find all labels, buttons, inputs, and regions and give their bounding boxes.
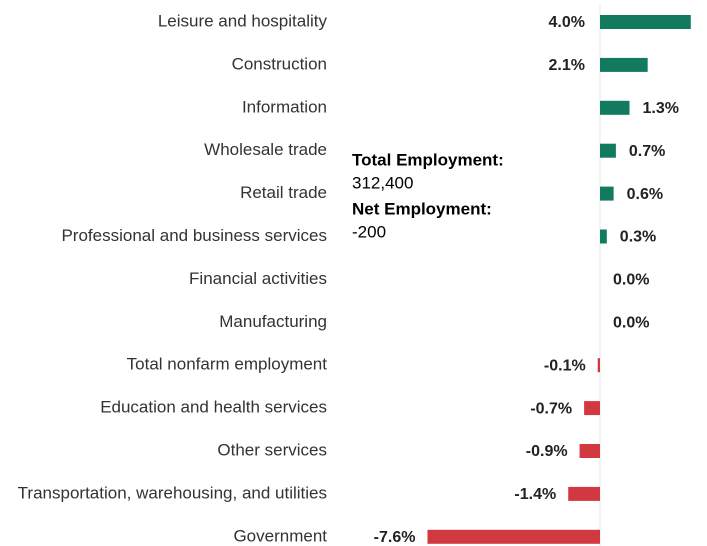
bar — [600, 186, 614, 201]
category-label: Transportation, warehousing, and utiliti… — [18, 483, 327, 502]
annotation-label: Total Employment: — [352, 150, 504, 169]
value-label: -7.6% — [374, 529, 416, 546]
category-label: Leisure and hospitality — [158, 11, 328, 30]
bar — [600, 100, 630, 115]
category-label: Wholesale trade — [204, 140, 327, 159]
bar — [600, 57, 648, 72]
category-label: Retail trade — [240, 183, 327, 202]
category-label: Construction — [232, 54, 327, 73]
bar — [600, 15, 691, 29]
category-label: Total nonfarm employment — [127, 355, 328, 374]
value-label: -0.7% — [530, 400, 572, 417]
category-label: Other services — [217, 440, 327, 459]
value-label: -1.4% — [514, 486, 556, 503]
bar — [427, 529, 600, 544]
category-label: Manufacturing — [219, 312, 327, 331]
value-label: -0.1% — [544, 357, 586, 374]
category-label: Government — [233, 526, 327, 545]
bar — [600, 229, 607, 244]
value-label: -0.9% — [526, 443, 568, 460]
annotation-label: Net Employment: — [352, 199, 492, 218]
category-label: Financial activities — [189, 269, 327, 288]
value-label: 1.3% — [643, 100, 679, 117]
category-label: Professional and business services — [61, 226, 327, 245]
value-label: 4.0% — [549, 14, 585, 31]
value-label: 2.1% — [549, 57, 585, 74]
category-label: Information — [242, 97, 327, 116]
bar — [600, 143, 616, 158]
bar — [584, 401, 600, 416]
value-label: 0.0% — [613, 315, 649, 332]
value-label: 0.3% — [620, 229, 656, 246]
annotation-value: 312,400 — [352, 173, 413, 192]
value-label: 0.7% — [629, 143, 665, 160]
category-label: Education and health services — [100, 398, 327, 417]
bar — [568, 486, 600, 501]
bar — [579, 444, 600, 458]
annotation-value: -200 — [352, 222, 386, 241]
bar — [597, 358, 600, 373]
value-label: 0.6% — [627, 186, 663, 203]
value-label: 0.0% — [613, 272, 649, 289]
